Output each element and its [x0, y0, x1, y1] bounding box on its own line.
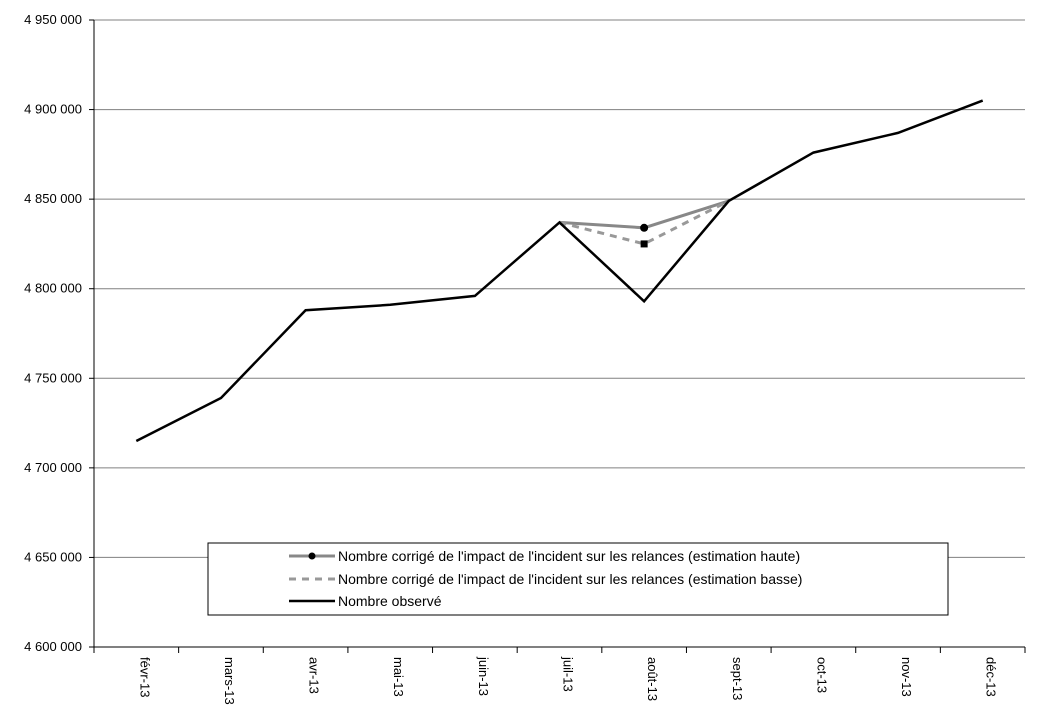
y-tick-label: 4 950 000 — [24, 12, 82, 27]
series-line — [135, 99, 984, 443]
x-axis: févr-13 mars-13 avr-13 mai-13 juin-13 juil-13… — [93, 646, 1026, 705]
y-axis: 4 600 000 4 650 000 4 700 000 4 750 000 4 80… — [24, 12, 95, 654]
x-tick-label: déc-13 — [984, 657, 999, 697]
legend-label: Nombre corrigé de l'impact de l'incident… — [338, 548, 800, 564]
y-tick-label: 4 900 000 — [24, 102, 82, 117]
y-tick-label: 4 800 000 — [24, 281, 82, 296]
y-tick-label: 4 850 000 — [24, 191, 82, 206]
grid-lines — [94, 19, 1025, 558]
legend-label: Nombre corrigé de l'impact de l'incident… — [338, 571, 802, 587]
series-line — [559, 199, 730, 230]
x-tick-label: juil-13 — [561, 656, 576, 692]
data-point-marker — [640, 240, 648, 248]
data-point-marker — [640, 223, 649, 232]
x-tick-label: avr-13 — [307, 657, 322, 694]
x-tick-label: févr-13 — [137, 657, 152, 697]
x-tick-label: mai-13 — [391, 657, 406, 697]
legend-label: Nombre observé — [338, 593, 442, 609]
x-tick-label: juin-13 — [476, 656, 491, 696]
legend: Nombre corrigé de l'impact de l'incident… — [207, 542, 949, 616]
y-tick-label: 4 600 000 — [24, 639, 82, 654]
legend-marker — [308, 552, 316, 560]
y-tick-label: 4 650 000 — [24, 549, 82, 564]
series-lines — [135, 99, 984, 443]
x-tick-label: nov-13 — [899, 657, 914, 697]
x-tick-label: mars-13 — [222, 657, 237, 705]
x-tick-label: sept-13 — [730, 657, 745, 700]
y-tick-label: 4 700 000 — [24, 460, 82, 475]
x-tick-label: août-13 — [645, 657, 660, 701]
y-tick-label: 4 750 000 — [24, 370, 82, 385]
series-line — [559, 199, 730, 246]
x-tick-label: oct-13 — [814, 657, 829, 693]
